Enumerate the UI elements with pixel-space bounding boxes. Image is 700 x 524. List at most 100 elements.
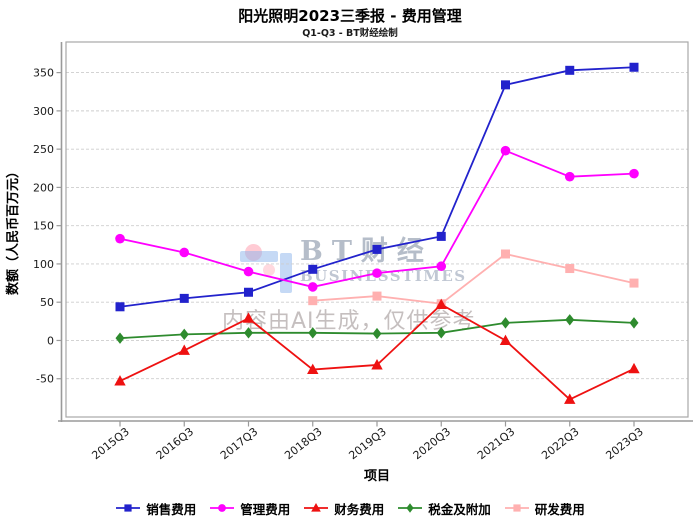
legend-item-tax-and-surcharges: 税金及附加: [397, 499, 491, 518]
legend-item-admin-expense: 管理费用: [209, 499, 290, 518]
data-point-circle: [307, 282, 318, 292]
data-point-diamond: [179, 328, 189, 341]
y-axis: -50 0 50 100 150 200 250 300 350: [33, 67, 62, 386]
x-tick-label: 2023Q3: [603, 425, 645, 462]
data-point-diamond: [406, 503, 414, 513]
bt-watermark-text: BT财经 BUSINESSTIMES: [300, 238, 467, 284]
data-point-circle: [243, 266, 254, 277]
data-point-diamond: [629, 317, 639, 329]
legend-label: 财务费用: [334, 501, 385, 517]
data-point-square: [565, 65, 575, 75]
y-tick-label: 350: [33, 67, 54, 80]
data-point-square: [513, 504, 521, 512]
data-point-triangle: [371, 359, 383, 370]
data-point-circle: [500, 145, 511, 156]
y-tick-label: 300: [33, 105, 54, 118]
bt-logo-watermark: [240, 243, 292, 293]
legend-marker-circle-icon: [210, 504, 235, 512]
data-point-diamond: [501, 317, 510, 329]
chart-subtitle: Q1-Q3 - BT财经绘制: [302, 27, 398, 39]
data-point-diamond: [308, 327, 318, 339]
series-sales-expense: [115, 62, 639, 312]
data-point-square: [565, 264, 575, 274]
data-point-square: [308, 296, 318, 306]
legend-item-finance-expense: 财务费用: [303, 499, 384, 518]
data-point-square: [436, 231, 446, 241]
data-point-triangle: [114, 375, 126, 386]
data-point-diamond: [372, 327, 382, 340]
data-point-square: [179, 293, 189, 303]
data-point-triangle: [435, 298, 447, 309]
watermark-brand-sub: BUSINESSTIMES: [300, 267, 467, 285]
data-point-circle: [372, 268, 382, 278]
data-point-triangle: [242, 312, 255, 323]
data-point-circle: [218, 504, 227, 512]
data-point-triangle: [499, 334, 512, 345]
legend-marker-square-icon: [116, 504, 141, 512]
data-point-diamond: [115, 332, 125, 344]
data-point-circle: [564, 171, 575, 182]
series-tax-and-surcharges: [115, 314, 639, 344]
y-tick-label: 150: [33, 220, 54, 233]
x-axis-label: 项目: [364, 469, 390, 484]
data-point-circle: [115, 233, 125, 244]
data-point-triangle: [178, 344, 190, 355]
chart-title: 阳光照明2023三季报 - 费用管理: [238, 7, 461, 25]
logo-bar-icon: [240, 251, 278, 262]
logo-bar-icon: [280, 253, 292, 293]
data-point-square: [244, 287, 253, 297]
data-point-triangle: [628, 362, 640, 374]
data-point-square: [372, 291, 382, 301]
series-line: [119, 303, 635, 401]
data-point-triangle: [307, 363, 319, 375]
legend-marker-square-icon: [504, 504, 529, 512]
gridlines: [66, 72, 688, 380]
data-point-circle: [436, 261, 447, 272]
data-point-diamond: [244, 327, 253, 339]
data-point-square: [308, 264, 318, 274]
x-tick-label: 2016Q3: [154, 425, 196, 462]
data-point-square: [501, 80, 510, 90]
data-point-circle: [179, 247, 190, 258]
series-line: [312, 253, 635, 305]
data-point-diamond: [436, 327, 446, 339]
legend-label: 管理费用: [240, 501, 291, 517]
series-admin-expense: [115, 145, 639, 292]
y-tick-label: 50: [40, 296, 54, 309]
x-axis: 2015Q3 2016Q3 2017Q3 2018Q3 2019Q3 2020Q3 2021…: [89, 421, 646, 462]
legend-label: 研发费用: [534, 501, 585, 517]
y-axis-label: 数额（人民币百万元）: [5, 165, 21, 295]
y-tick-label: 250: [33, 143, 54, 156]
data-point-circle: [629, 168, 639, 179]
data-point-square: [372, 244, 382, 254]
y-tick-label: 0: [47, 334, 54, 347]
watermark-brand: BT财经: [300, 236, 433, 267]
data-point-triangle: [311, 503, 322, 512]
data-point-square: [501, 249, 510, 259]
legend-item-sales-expense: 销售费用: [115, 499, 196, 518]
y-tick-label: -50: [36, 373, 54, 386]
legend: 销售费用 管理费用 财务费用 税金及附加 研发费用: [0, 496, 700, 520]
x-tick-label: 2021Q3: [475, 425, 517, 462]
x-tick-label: 2017Q3: [218, 425, 260, 462]
y-tick-label: 100: [33, 258, 54, 271]
legend-label: 销售费用: [146, 501, 197, 517]
logo-dot-icon: [263, 264, 275, 276]
series-finance-expense: [114, 298, 640, 404]
data-point-triangle: [564, 393, 576, 404]
x-tick-label: 2020Q3: [411, 425, 453, 462]
data-point-square: [629, 278, 639, 288]
x-tick-label: 2018Q3: [282, 425, 324, 462]
data-point-square: [124, 504, 132, 512]
data-point-diamond: [565, 314, 575, 326]
x-tick-label: 2022Q3: [539, 425, 581, 462]
legend-item-rd-expense: 研发费用: [504, 499, 585, 518]
data-point-square: [115, 302, 125, 312]
series-rd-expense: [308, 249, 639, 309]
legend-label: 税金及附加: [428, 501, 491, 517]
y-tick-label: 200: [33, 181, 54, 194]
x-tick-label: 2015Q3: [89, 425, 131, 462]
legend-marker-diamond-icon: [398, 503, 423, 513]
